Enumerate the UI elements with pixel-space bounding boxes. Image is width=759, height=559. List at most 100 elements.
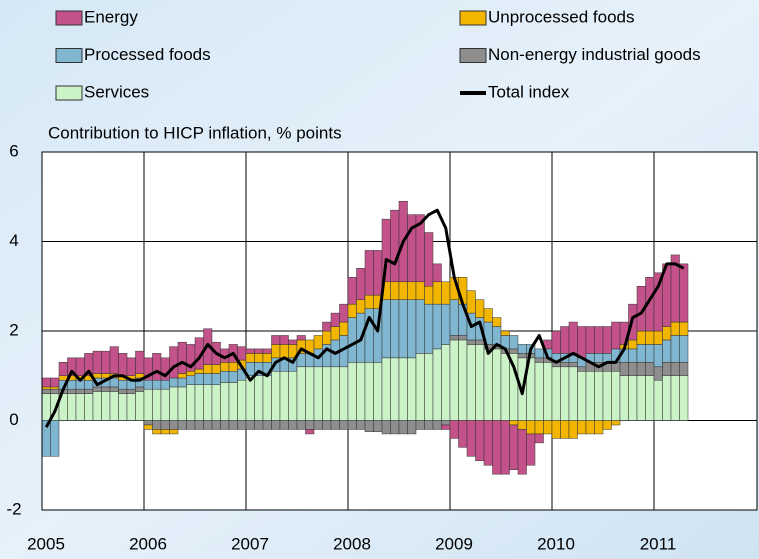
- bar: [441, 303, 451, 345]
- bar: [296, 335, 306, 341]
- bar: [534, 357, 544, 363]
- bar: [398, 357, 408, 421]
- bar: [160, 429, 170, 435]
- bar: [517, 353, 527, 359]
- bar: [543, 362, 553, 421]
- bar: [432, 281, 442, 305]
- bar: [534, 420, 544, 435]
- bar: [679, 335, 689, 363]
- bar: [398, 420, 408, 435]
- bar: [364, 294, 374, 309]
- bar: [594, 420, 604, 435]
- bar: [458, 420, 468, 448]
- bar: [390, 281, 400, 300]
- bar: [245, 375, 255, 421]
- bar: [628, 348, 638, 363]
- bar: [517, 344, 527, 354]
- bar: [483, 308, 493, 323]
- bar: [211, 420, 221, 430]
- bar: [483, 348, 493, 421]
- bar: [509, 420, 519, 426]
- bar: [186, 384, 196, 421]
- bar: [169, 346, 179, 379]
- bar: [220, 371, 230, 383]
- bar: [636, 330, 646, 345]
- bar: [101, 350, 111, 374]
- bar: [424, 353, 434, 421]
- bar: [594, 326, 604, 354]
- bar: [364, 250, 374, 296]
- line: [44, 208, 685, 428]
- bar: [177, 420, 187, 430]
- bar: [347, 362, 357, 421]
- bar: [50, 420, 60, 457]
- bar: [41, 377, 51, 388]
- bar: [415, 420, 425, 430]
- bar: [543, 420, 553, 435]
- bar: [441, 424, 451, 430]
- bar: [194, 420, 204, 430]
- bar: [551, 420, 561, 439]
- bar: [84, 379, 94, 390]
- bar: [373, 420, 383, 432]
- bar: [118, 393, 128, 421]
- bar: [517, 420, 527, 430]
- bar: [526, 420, 536, 435]
- bar: [211, 373, 221, 385]
- bar: [662, 339, 672, 363]
- bar: [670, 335, 680, 363]
- bar: [432, 348, 442, 421]
- bar: [628, 375, 638, 421]
- bar: [407, 214, 417, 283]
- bar: [305, 429, 315, 435]
- bar: [636, 344, 646, 363]
- bar: [109, 391, 119, 421]
- bar: [432, 420, 442, 430]
- x-tick-label: 2011: [640, 534, 677, 553]
- bar: [585, 420, 595, 435]
- bar: [143, 388, 153, 421]
- bar: [492, 348, 502, 421]
- bar: [135, 386, 145, 392]
- bar: [143, 379, 153, 390]
- bar: [143, 420, 153, 426]
- bar: [424, 286, 434, 305]
- bar: [458, 335, 468, 341]
- bar: [602, 371, 612, 421]
- bar: [568, 420, 578, 439]
- bar: [41, 388, 51, 394]
- bar: [245, 420, 255, 430]
- bar: [313, 420, 323, 430]
- bar: [424, 303, 434, 354]
- bar: [67, 393, 77, 421]
- bar: [271, 371, 281, 421]
- bar: [475, 299, 485, 318]
- bar: [483, 420, 493, 466]
- bar: [322, 366, 332, 421]
- bar: [220, 382, 230, 421]
- bar: [449, 299, 459, 336]
- bar: [466, 420, 476, 457]
- bar: [228, 420, 238, 430]
- bar: [568, 366, 578, 421]
- bar: [356, 420, 366, 430]
- bar: [177, 341, 187, 374]
- bar: [67, 379, 77, 390]
- bar: [611, 420, 621, 426]
- bar: [449, 339, 459, 421]
- bar: [364, 362, 374, 421]
- bar: [339, 321, 349, 336]
- bar: [177, 377, 187, 388]
- x-tick-label: 2009: [435, 534, 473, 553]
- bar: [75, 357, 85, 377]
- bar: [381, 420, 391, 435]
- bar: [279, 344, 289, 359]
- plot-frame: [41, 151, 758, 511]
- bar: [602, 326, 612, 354]
- bar: [347, 277, 357, 305]
- bar: [118, 353, 128, 376]
- bar: [126, 388, 136, 394]
- legend-swatch: [459, 10, 487, 26]
- bar: [186, 375, 196, 385]
